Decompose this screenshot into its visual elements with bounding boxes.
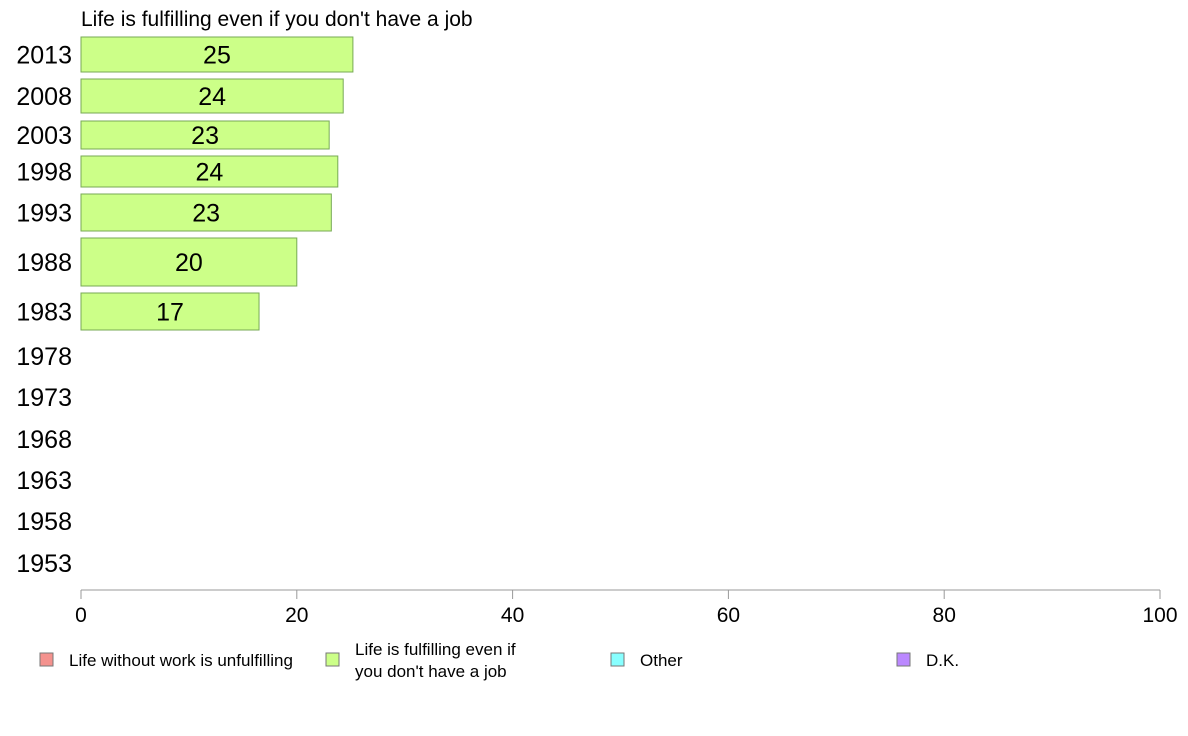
bar-1993 [80,193,332,232]
y-tick-label-2013: 2013 [16,42,72,70]
bar-value-label-1998: 24 [195,159,223,187]
y-tick-label-1958: 1958 [16,508,72,536]
y-tick-label-1988: 1988 [16,249,72,277]
legend-swatch-4 [896,652,911,667]
x-tick-label-40: 40 [501,604,524,627]
legend-item-3: Other [610,651,683,670]
bar-value-label-2003: 23 [191,122,219,150]
legend-label-1: Life without work is unfulfilling [69,651,293,670]
y-tick-label-1978: 1978 [16,343,72,371]
bar-labels-group: 25 24 23 24 23 20 17 [156,42,231,327]
x-tick-label-60: 60 [717,604,740,627]
legend-label-2: Life is fulfilling even if you don't have… [355,640,516,681]
bar-2003 [80,120,330,150]
bar-value-label-1983: 17 [156,299,184,327]
legend-item-1: Life without work is unfulfilling [39,651,293,670]
x-tick-label-0: 0 [75,604,87,627]
y-tick-label-2008: 2008 [16,83,72,111]
legend-item-4: D.K. [896,651,959,670]
bar-value-label-2013: 25 [203,42,231,70]
bars-group [80,36,354,331]
y-tick-label-1963: 1963 [16,467,72,495]
bar-2013 [80,36,354,73]
legend-swatch-3 [610,652,625,667]
bar-value-label-1993: 23 [192,200,220,228]
legend-item-2: Life is fulfilling even if you don't have… [325,640,516,681]
chart-title: Life is fulfilling even if you don't hav… [81,8,473,31]
x-tick-label-100: 100 [1142,604,1177,627]
y-tick-label-1973: 1973 [16,384,72,412]
legend-label-4: D.K. [926,651,959,670]
bar-value-label-2008: 24 [198,83,226,111]
y-tick-label-1983: 1983 [16,299,72,327]
legend-label-3: Other [640,651,683,670]
x-tick-label-20: 20 [285,604,308,627]
x-tick-label-80: 80 [933,604,956,627]
bar-2008 [80,78,344,114]
legend-swatch-2 [325,652,340,667]
y-tick-label-2003: 2003 [16,122,72,150]
legend-swatch-1 [39,652,54,667]
bar-1998 [80,155,339,188]
y-tick-label-1998: 1998 [16,159,72,187]
bar-1988 [80,237,298,287]
bar-value-label-1988: 20 [175,249,203,277]
bar-1983 [80,292,260,331]
y-tick-label-1993: 1993 [16,200,72,228]
y-tick-labels: 2013 2008 2003 1998 1993 1988 1983 1978 1973 1968… [16,42,72,579]
legend: Life without work is unfulfilling Life is… [39,640,959,681]
y-tick-label-1968: 1968 [16,426,72,454]
x-axis: 0 20 40 60 80 100 [75,589,1178,627]
y-tick-label-1953: 1953 [16,550,72,578]
